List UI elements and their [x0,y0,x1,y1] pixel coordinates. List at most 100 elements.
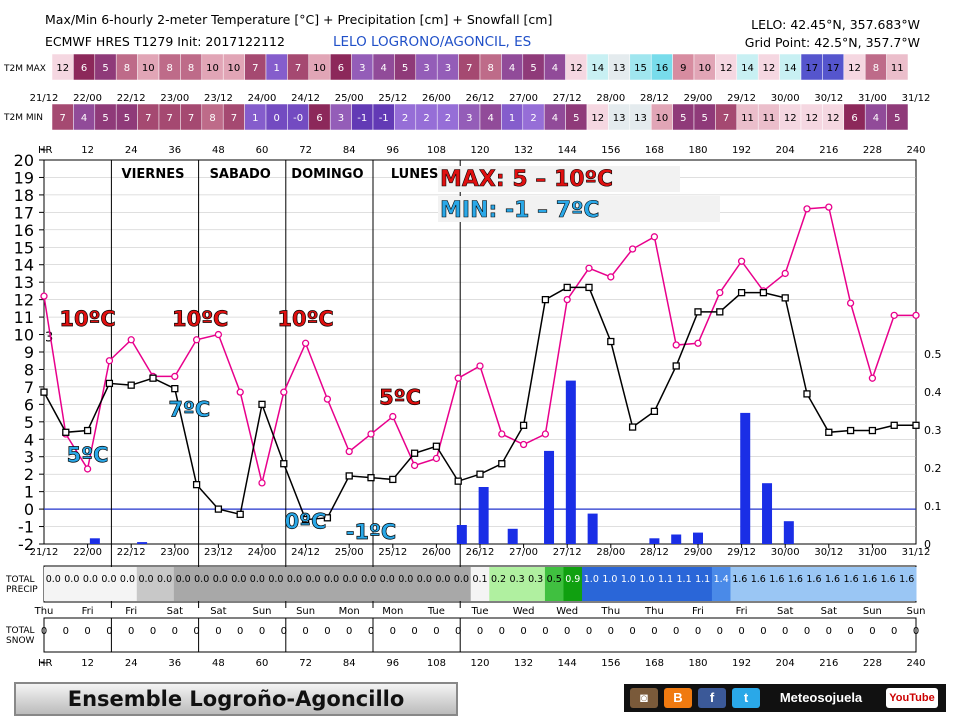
hr-tick-top: 60 [256,145,269,156]
day-tick: Wed [513,606,535,617]
y-tick-label: 5 [24,413,34,432]
date-tick-bottom: 25/00 [335,547,364,558]
t2m-max-value: 17 [827,63,840,74]
date-tick-bottom: 26/00 [422,547,451,558]
t2m-max-value: 3 [359,63,365,74]
precip-cell [860,567,880,601]
precip-cell [118,567,138,601]
snow-value: 0 [847,626,853,637]
snow-value: 0 [237,626,243,637]
precip-cell [99,567,119,601]
precip-value: 0.1 [472,574,487,585]
precip-value: 0.3 [510,574,525,585]
tmax-point [258,479,266,487]
hr-tick-top: 168 [645,145,664,156]
tmin-point [912,421,920,429]
tmax-point [607,273,615,281]
precip-bar [693,532,703,544]
facebook-icon[interactable]: f [698,688,726,708]
date-tick-top: 28/00 [596,93,625,104]
hr-tick-bottom: 24 [125,658,138,669]
summary-min: MIN: -1 – 7ºC [440,198,600,223]
t2m-max-value: 8 [488,63,494,74]
t2m-min-value: 7 [723,113,729,124]
tmax-point [737,257,746,265]
twitter-icon[interactable]: t [732,688,760,708]
date-tick-top: 29/12 [727,93,756,104]
ensemble-footer-title: Ensemble Logroño-Agoncillo [14,682,458,716]
snow-value: 0 [804,626,810,637]
hr-tick-top: 36 [168,145,181,156]
precip-value: 0.0 [305,574,320,585]
date-tick-top: 25/00 [335,93,364,104]
snow-value: 0 [586,626,592,637]
y2-tick-label: 0.4 [924,386,942,399]
hr-tick-bottom: 132 [514,658,533,669]
tmin-point [323,514,332,522]
snow-value: 0 [869,626,875,637]
precip-cell [749,567,769,601]
precip-cell [340,567,360,601]
blogger-icon[interactable]: B [664,688,692,708]
tmin-point [410,449,419,457]
snow-row-frame [43,617,917,653]
tmin-point [498,460,506,468]
date-tick-bottom: 30/00 [771,547,800,558]
hr-tick-top: 132 [514,145,533,156]
day-tick: Tue [470,606,488,617]
snow-value: 0 [782,626,788,637]
snow-row-label: TOTAL [5,626,35,636]
snow-value: 0 [281,626,287,637]
precip-cell [637,567,657,601]
precip-row-label-2: PRECIP [6,585,38,595]
precip-cell [136,567,156,601]
day-label: VIERNES [122,167,185,182]
t2m-min-value: 5 [573,113,579,124]
tmin-point [214,505,223,513]
hr-tick-bottom: 84 [343,658,356,669]
tmax-point [410,461,419,470]
precip-bar [507,528,518,544]
tmin-point [258,400,266,409]
hr-tick-bottom: 72 [299,658,312,669]
precip-cell [767,567,787,601]
t2m-min-value: 5 [680,113,686,124]
hr-tick-bottom: 180 [688,658,707,669]
precip-cell [656,567,676,601]
hr-tick-top: 72 [299,145,312,156]
day-tick: Sat [210,606,226,617]
hr-tick-bottom: 120 [470,658,489,669]
t2m-min-value: 12 [591,113,604,124]
snow-value: 0 [411,626,417,637]
precip-value: 1.0 [621,574,636,585]
date-tick-bottom: 23/12 [204,547,233,558]
day-tick: Thu [600,606,620,617]
t2m-max-value: 14 [784,63,797,74]
precip-value: 1.6 [862,574,877,585]
hr-tick-bottom: 144 [558,658,577,669]
tmax-point [890,311,898,319]
precip-value: 0.0 [435,574,450,585]
t2m-min-value: 12 [827,113,840,124]
temp-annotation: 10ºC [59,307,115,331]
date-tick-top: 24/00 [248,93,277,104]
model-info: ECMWF HRES T1279 Init: 2017122112 [45,34,285,49]
youtube-icon[interactable]: YouTube [886,688,938,708]
tmax-point [912,311,920,319]
precip-bar [740,412,751,544]
snow-value: 0 [41,626,47,637]
day-tick: Fri [736,606,748,617]
t2m-max-value: 11 [891,63,904,74]
t2m-max-value: 10 [313,63,326,74]
t2m-max-value: 12 [56,63,69,74]
hr-tick-bottom: 60 [256,658,269,669]
t2m-min-value: 4 [873,113,879,124]
hr-tick-bottom: 36 [168,658,181,669]
t2m-max-value: 10 [142,63,155,74]
tmin-point [367,474,375,482]
precip-cell [248,567,268,601]
tmax-point [280,388,288,396]
t2m-min-value: 1 [509,113,515,124]
instagram-icon[interactable]: ◙ [630,688,658,708]
tmin-point [737,289,746,297]
